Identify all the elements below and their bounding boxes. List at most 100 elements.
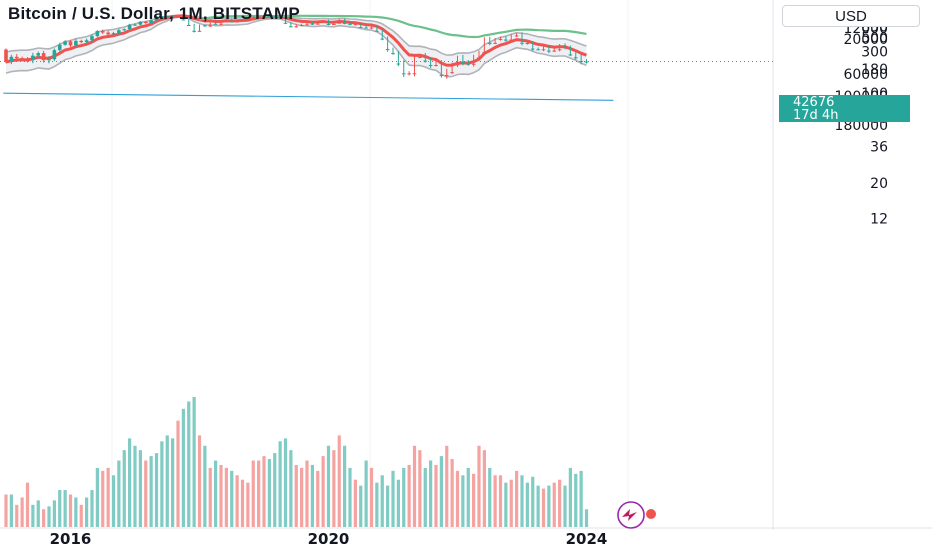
price-tick-label: 500 (861, 31, 888, 47)
candle-body (315, 23, 320, 25)
volume-bar (192, 397, 196, 527)
volume-bar (144, 460, 148, 527)
volume-bar (429, 460, 433, 527)
candle-body (219, 23, 223, 25)
candle-body (439, 74, 444, 76)
candle-body (547, 50, 551, 52)
volume-bar (273, 453, 277, 527)
volume-bar (461, 475, 465, 527)
candle-body (525, 43, 530, 45)
volume-bar (165, 435, 169, 527)
volume-bar (79, 504, 83, 527)
volume-bar (95, 467, 99, 527)
volume-bar (15, 504, 19, 527)
volume-bar (149, 456, 153, 527)
volume-bar (525, 482, 529, 527)
candle-body (213, 23, 218, 25)
volume-bar (224, 467, 228, 527)
time-tick-label: 2024 (566, 530, 608, 548)
volume-bar (558, 479, 562, 527)
volume-bar (541, 488, 546, 527)
volume-bar (418, 450, 422, 527)
symbol-name[interactable]: Bitcoin (8, 4, 68, 23)
candle-body (385, 49, 390, 51)
trendline (3, 92, 614, 101)
candle-body (251, 19, 256, 21)
volume-bar (36, 500, 40, 527)
volume-bar (353, 479, 357, 527)
volume-bar (369, 467, 374, 527)
candle-body (122, 29, 127, 31)
volume-bar (25, 482, 30, 527)
candle-body (434, 65, 438, 67)
volume-bar (31, 504, 35, 527)
candle-body (407, 73, 411, 75)
volume-bar (4, 494, 8, 527)
volume-bar (283, 438, 288, 527)
volume-bar (106, 467, 110, 527)
candle-body (353, 24, 358, 26)
volume-bar (321, 456, 325, 527)
volume-bar (493, 475, 497, 527)
time-axis[interactable]: 2016 2020 2024 (50, 530, 608, 548)
volume-bar (68, 494, 73, 527)
candle-body (423, 60, 428, 62)
candle-body (246, 19, 250, 21)
candle-body (563, 46, 567, 48)
candle-body (552, 50, 557, 52)
candle-body (84, 40, 89, 43)
volume-bar (20, 497, 24, 527)
volume-bar (488, 467, 492, 527)
candle-body (138, 21, 143, 25)
currency-button[interactable]: USD (782, 5, 920, 27)
volume-bar (423, 467, 427, 527)
candle-body (455, 64, 460, 66)
candle-body (299, 25, 304, 27)
candle-body (25, 59, 30, 61)
candle-body (224, 21, 229, 23)
candle-body (358, 27, 363, 29)
candle-body (471, 63, 476, 65)
volume-bars (4, 397, 589, 527)
price-tick-label: 60000 (843, 67, 888, 83)
volume-bar (547, 485, 551, 527)
candle-body (154, 16, 159, 21)
volume-bar (203, 445, 207, 527)
volume-bar (289, 450, 293, 527)
candle-body (579, 60, 583, 62)
candle-body (197, 30, 202, 32)
volume-bar (197, 435, 202, 527)
price-tick-label: 20 (870, 176, 888, 192)
candle-body (498, 38, 503, 40)
candle-body (63, 41, 67, 45)
volume-bar (128, 438, 132, 527)
volume-bar (536, 485, 540, 527)
volume-bar (52, 500, 56, 527)
candle-body (111, 33, 116, 35)
candle-body (294, 26, 299, 28)
candle-body (401, 73, 406, 75)
price-tick-label: 180 (861, 62, 888, 78)
candle-body (364, 27, 368, 29)
candles[interactable] (4, 15, 589, 79)
candle-body (584, 61, 589, 63)
volume-bar (466, 467, 470, 527)
volume-bar (219, 464, 223, 527)
candle-body (520, 42, 524, 44)
volume-bar (402, 467, 406, 527)
candle-body (428, 65, 433, 67)
price-tick-label: 12 (870, 212, 888, 228)
candle-body (289, 26, 293, 28)
candle-body (337, 22, 342, 24)
candle-body (557, 49, 562, 51)
volume-bar (579, 470, 583, 527)
candle-body (68, 41, 73, 46)
volume-bar (504, 482, 508, 527)
candle-body (95, 31, 100, 37)
volume-bar (450, 459, 454, 527)
candle-body (412, 73, 417, 75)
volume-bar (58, 490, 62, 527)
candle-body (203, 25, 207, 27)
